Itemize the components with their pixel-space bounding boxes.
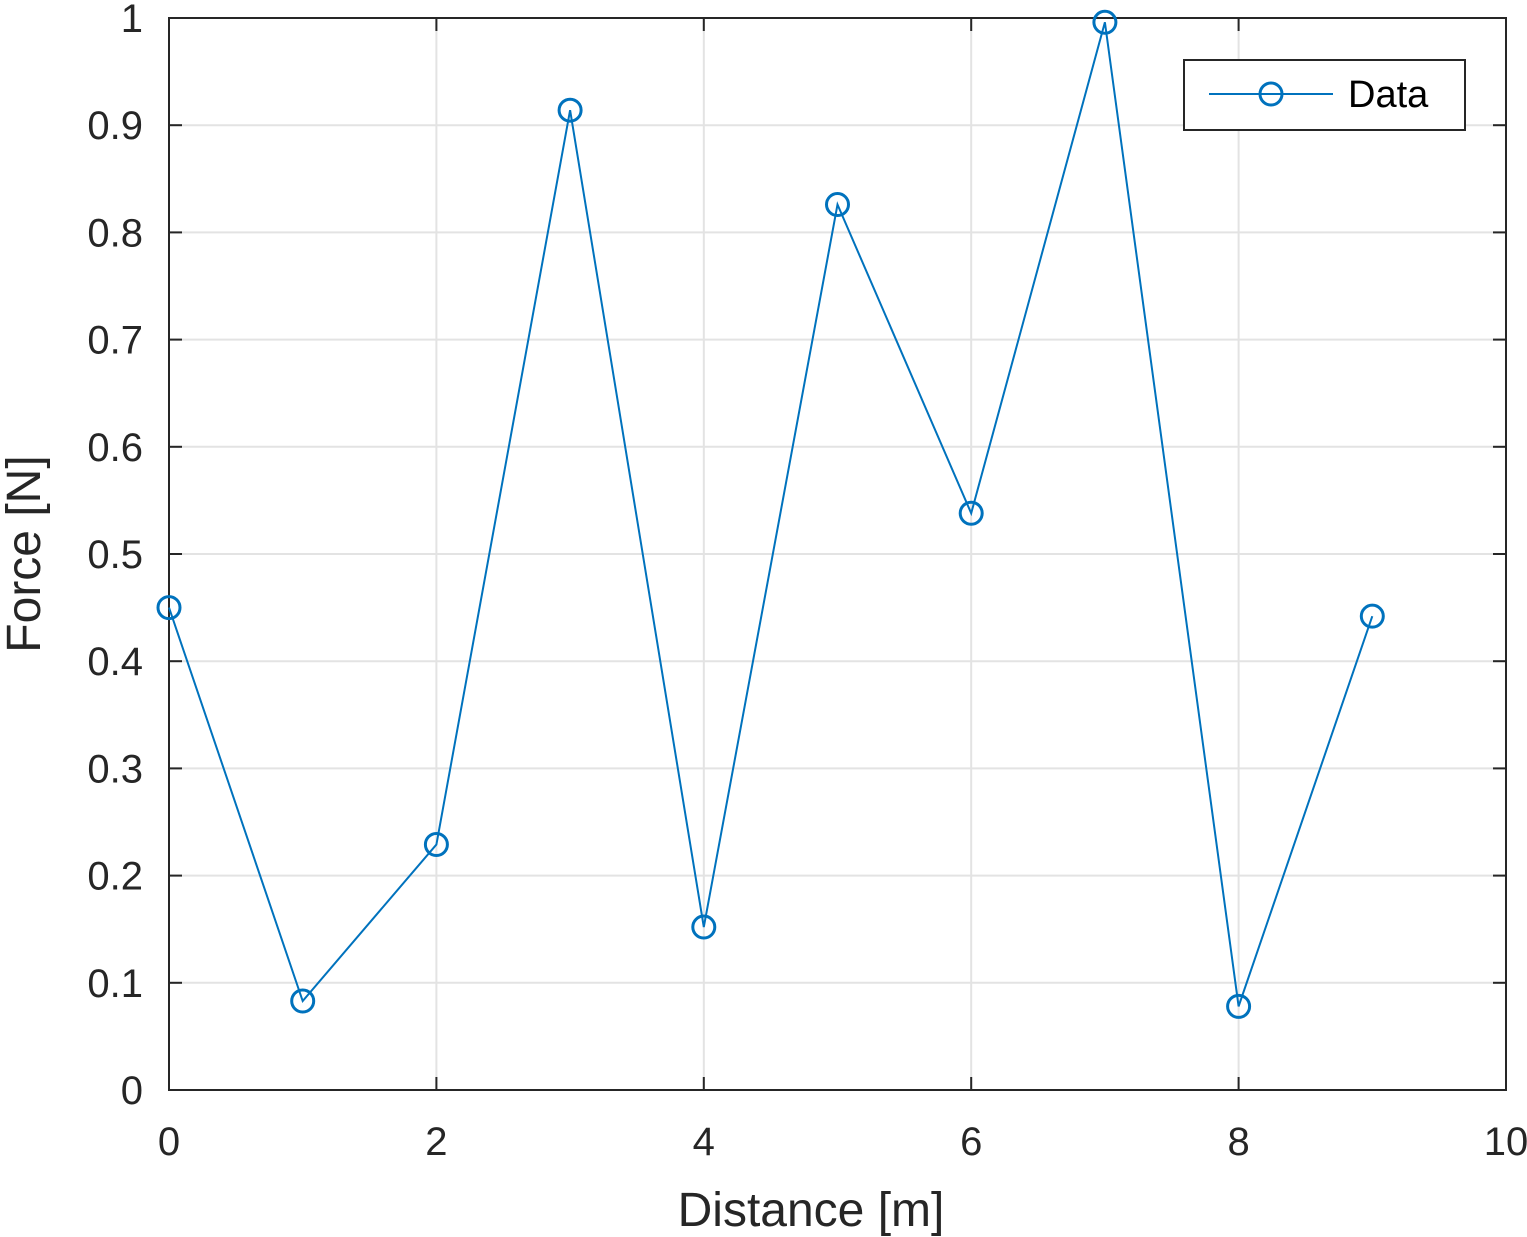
series-line	[168, 22, 1374, 1007]
data-point	[156, 595, 182, 621]
data-point	[290, 988, 316, 1014]
y-tick-labels: 0 0.1 0.2 0.3 0.4 0.5 0.6 0.7 0.8 0.9 1	[87, 0, 143, 1113]
y-tick-label: 0.8	[87, 211, 143, 255]
x-tick-label: 4	[693, 1120, 715, 1164]
data-point	[958, 500, 984, 526]
y-tick-label: 0.1	[87, 962, 143, 1006]
y-axis-label: Force [N]	[0, 455, 51, 652]
x-tick-label: 10	[1484, 1120, 1527, 1164]
plot-frame	[168, 17, 1507, 1091]
legend-label-data: Data	[1348, 74, 1429, 116]
y-tick-label: 0.3	[87, 747, 143, 791]
x-tick-label: 2	[425, 1120, 447, 1164]
data-point	[825, 192, 850, 218]
data-point	[423, 832, 449, 858]
grid	[168, 17, 1507, 1091]
x-tick-label: 8	[1227, 1120, 1249, 1164]
y-tick-label: 0.7	[87, 319, 143, 363]
y-tick-label: 0.2	[87, 855, 143, 899]
y-tick-label: 0.4	[87, 640, 143, 684]
x-axis-label: Distance [m]	[678, 1184, 945, 1237]
series	[156, 9, 1385, 1019]
data-point	[1226, 993, 1252, 1019]
x-tick-labels: 0 2 4 6 8 10	[158, 1120, 1527, 1164]
legend: Data	[1183, 59, 1466, 131]
x-tick-label: 6	[960, 1120, 982, 1164]
y-tick-label: 1	[121, 0, 143, 41]
data-point	[557, 97, 583, 123]
legend-marker-circle-icon	[1258, 81, 1284, 107]
y-tick-label: 0.9	[87, 104, 143, 148]
y-tick-label: 0.6	[87, 426, 143, 470]
data-point	[1359, 603, 1385, 629]
data-point	[1092, 9, 1118, 35]
x-tick-label: 0	[158, 1120, 180, 1164]
data-point	[691, 914, 717, 940]
y-tick-label: 0.5	[87, 533, 143, 577]
y-tick-label: 0	[121, 1069, 143, 1113]
